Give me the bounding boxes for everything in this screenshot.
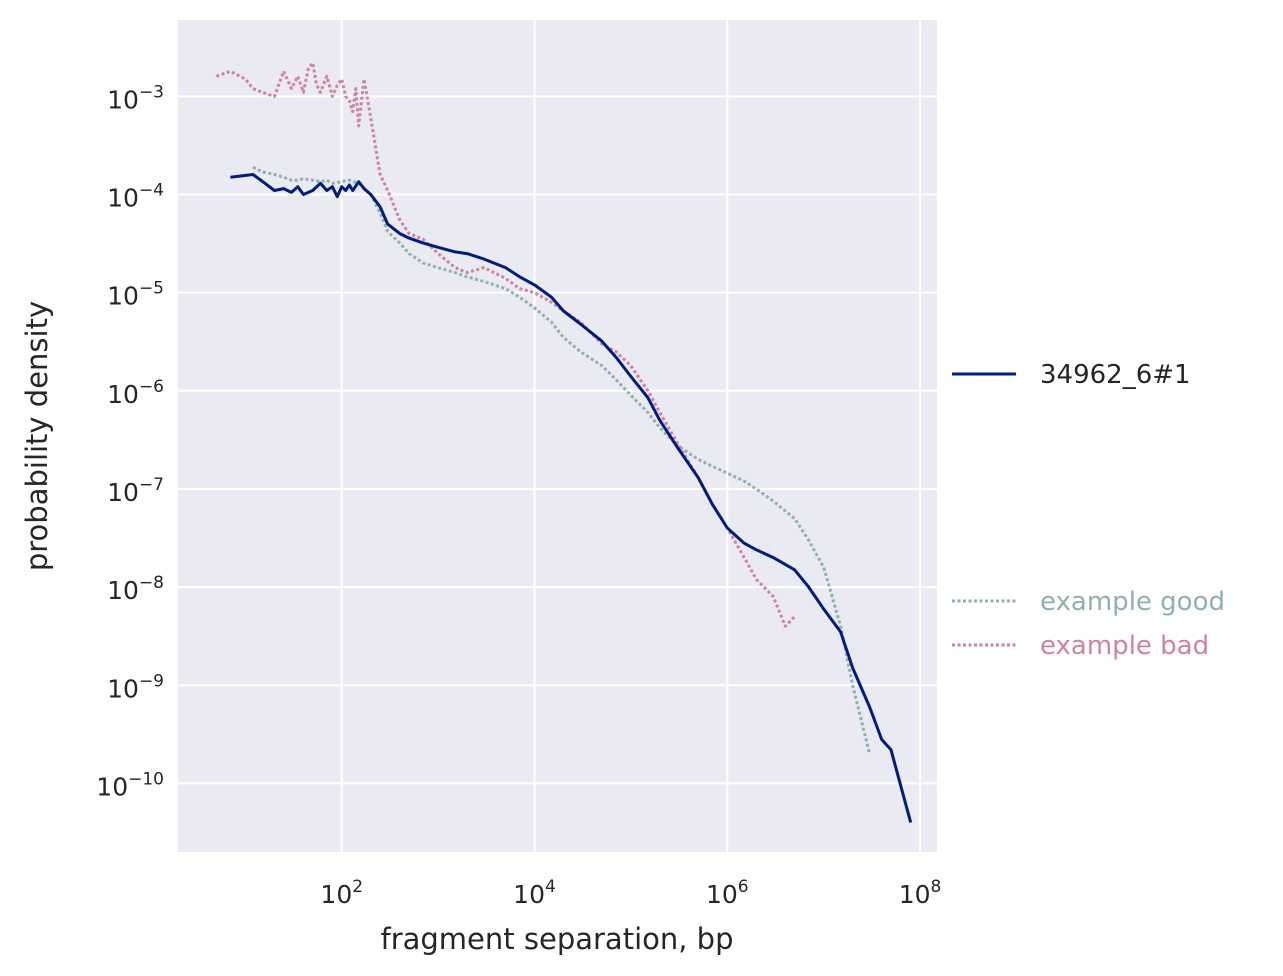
x-tick-labels: 102 104 106 108 xyxy=(320,877,941,909)
y-tick-labels: 10−3 10−4 10−5 10−6 10−7 10−8 10−9 10−10 xyxy=(96,82,164,801)
y-tick-label-3: 10−6 xyxy=(107,377,164,409)
y-tick-label-0: 10−3 xyxy=(107,82,164,114)
series-line-1 xyxy=(252,165,872,755)
y-tick-label-5: 10−8 xyxy=(107,573,164,605)
x-tick-label-2: 106 xyxy=(706,877,749,909)
x-tick-label-3: 108 xyxy=(899,877,942,909)
y-tick-label-2: 10−5 xyxy=(107,279,164,311)
legend-examples: example good example bad xyxy=(952,587,1225,661)
series-lines xyxy=(215,61,913,823)
y-tick-label-4: 10−7 xyxy=(107,475,164,507)
legend-main: 34962_6#1 xyxy=(952,360,1191,390)
x-tick-label-1: 104 xyxy=(513,877,556,909)
y-tick-label-7: 10−10 xyxy=(96,769,164,801)
plot-background xyxy=(178,20,937,852)
x-axis-label: fragment separation, bp xyxy=(381,922,734,956)
y-tick-label-6: 10−9 xyxy=(107,671,164,703)
y-tick-label-1: 10−4 xyxy=(107,181,164,213)
series-line-0 xyxy=(230,173,913,823)
legend-examples-entry-0-label: example good xyxy=(1040,587,1225,617)
x-tick-label-0: 102 xyxy=(320,877,363,909)
y-axis-label: probability density xyxy=(20,301,54,571)
legend-examples-entry-1-label: example bad xyxy=(1040,631,1209,661)
legend-main-entry-0-label: 34962_6#1 xyxy=(1040,360,1191,390)
series-line-2 xyxy=(215,61,796,628)
